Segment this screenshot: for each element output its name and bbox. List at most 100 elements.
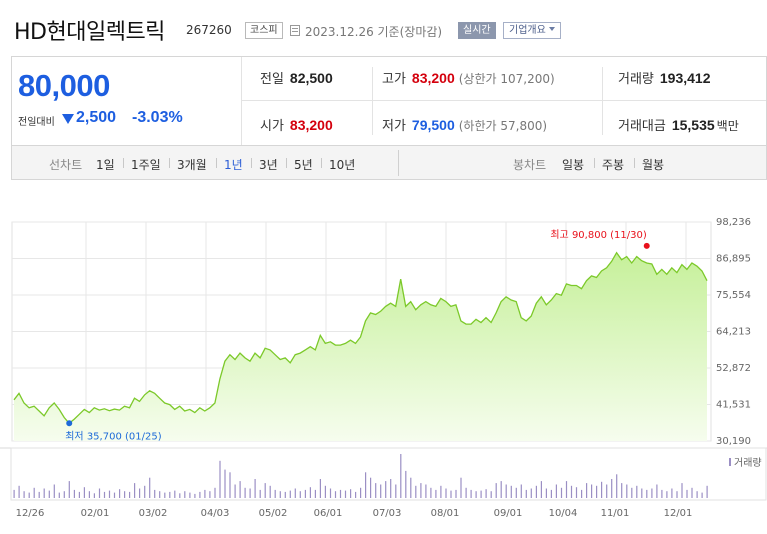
divider: [251, 158, 252, 168]
volume-bar: [445, 488, 447, 498]
divider: [123, 158, 124, 168]
price-change: 2,500: [76, 109, 117, 126]
volume-bar: [560, 487, 563, 498]
volume-bar: [239, 481, 241, 498]
candle-chart-label: 봉차트: [513, 158, 547, 172]
volume-bar: [284, 491, 286, 498]
x-tick-label: 06/01: [314, 508, 343, 519]
volume-legend-label: 거래량: [734, 457, 762, 469]
quote-value: 79,500: [411, 117, 455, 133]
volume-bar: [410, 477, 412, 498]
quote-turnover: 거래대금 15,535 백만: [618, 115, 739, 134]
volume-bar: [259, 489, 261, 498]
volume-bar: [324, 485, 326, 498]
volume-bar: [435, 489, 437, 498]
volume-bar: [535, 485, 537, 498]
line-chart-label: 선차트: [49, 158, 83, 172]
x-tick-label: 03/02: [139, 508, 168, 519]
volume-bar: [294, 488, 296, 498]
volume-bar: [28, 492, 30, 498]
volume-bar: [400, 454, 402, 498]
volume-bar: [621, 483, 623, 498]
price-chart: 30,190 41,531 52,872 64,213 75,554 86,895 98,2…: [0, 196, 767, 534]
volume-bar: [214, 487, 216, 498]
x-axis: 12/26 02/01 03/02 04/03 05/02 06/01 07/03 08/01…: [16, 508, 693, 519]
volume-bar: [666, 491, 668, 498]
volume-bar: [696, 491, 698, 498]
volume-bar: [465, 487, 467, 498]
volume-bar: [375, 483, 377, 498]
volume-bar: [334, 491, 337, 498]
tab-candle-monthly[interactable]: 월봉: [642, 158, 665, 172]
quote-open: 시가 83,200: [260, 115, 333, 134]
volume-bar: [365, 472, 367, 498]
volume-bar: [701, 492, 703, 498]
volume-bar: [706, 485, 708, 498]
down-arrow-icon: [62, 114, 74, 124]
volume-bar: [475, 491, 477, 498]
volume-bar: [38, 491, 40, 498]
volume-bar: [279, 491, 281, 498]
quote-value: 193,412: [659, 70, 711, 86]
ticker-code: 267260: [186, 23, 232, 37]
realtime-button[interactable]: 실시간: [458, 22, 496, 39]
company-info-button[interactable]: 기업개요: [503, 22, 561, 39]
divider: [634, 158, 635, 168]
volume-bar: [344, 490, 347, 498]
tab-period-10y[interactable]: 10년: [329, 158, 356, 172]
tab-candle-daily[interactable]: 일봉: [562, 158, 585, 172]
chevron-down-icon: [548, 27, 555, 31]
price-chart-svg: 30,190 41,531 52,872 64,213 75,554 86,895 98,2…: [0, 217, 767, 519]
volume-bar: [415, 485, 417, 498]
volume-bar: [420, 483, 422, 498]
tab-period-1y[interactable]: 1년: [224, 158, 243, 172]
y-tick-label: 98,236: [716, 217, 751, 228]
volume-bar: [229, 472, 231, 498]
max-point: [643, 242, 650, 249]
volume-bar: [646, 489, 648, 498]
volume-bar: [611, 479, 613, 498]
stock-header: HD현대일렉트릭 267260 코스피 2023.12.26 기준(장마감) 실…: [0, 0, 767, 56]
volume-bar: [83, 487, 85, 498]
volume-bar: [129, 491, 131, 498]
volume-bar: [505, 484, 507, 498]
volume-bar: [224, 469, 226, 498]
volume-bar: [314, 489, 316, 498]
tab-period-3m[interactable]: 3개월: [177, 158, 207, 172]
volume-bar: [360, 487, 362, 498]
volume-frame: [10, 447, 767, 501]
y-axis: 30,190 41,531 52,872 64,213 75,554 86,895 98,2…: [716, 217, 751, 447]
volume-bar: [219, 460, 221, 498]
divider: [398, 150, 399, 176]
tab-period-1w[interactable]: 1주일: [131, 158, 161, 172]
volume-bar: [274, 489, 276, 498]
x-tick-label: 05/02: [259, 508, 288, 519]
current-price: 80,000: [18, 68, 110, 103]
volume-bar: [656, 484, 658, 498]
volume-bars: 거래량: [13, 454, 762, 498]
tab-period-3y[interactable]: 3년: [259, 158, 278, 172]
quote-label: 시가: [260, 119, 284, 134]
tab-period-5y[interactable]: 5년: [294, 158, 313, 172]
divider: [286, 158, 287, 168]
volume-bar: [319, 479, 321, 498]
volume-bar: [304, 489, 306, 498]
volume-bar: [139, 488, 141, 498]
volume-bar: [606, 484, 608, 498]
volume-bar: [671, 488, 673, 498]
x-tick-label: 12/01: [664, 508, 693, 519]
y-tick-label: 30,190: [716, 436, 751, 447]
volume-bar: [339, 489, 342, 498]
volume-bar: [570, 485, 573, 498]
volume-bar: [53, 484, 55, 498]
volume-bar: [164, 492, 166, 498]
volume-bar: [596, 485, 598, 498]
volume-bar: [43, 488, 45, 498]
divider: [242, 100, 766, 101]
divider: [602, 67, 603, 135]
volume-bar: [103, 491, 106, 498]
tab-candle-weekly[interactable]: 주봉: [602, 158, 625, 172]
volume-bar: [254, 479, 256, 498]
tab-period-1d[interactable]: 1일: [96, 158, 115, 172]
min-point: [66, 420, 73, 427]
